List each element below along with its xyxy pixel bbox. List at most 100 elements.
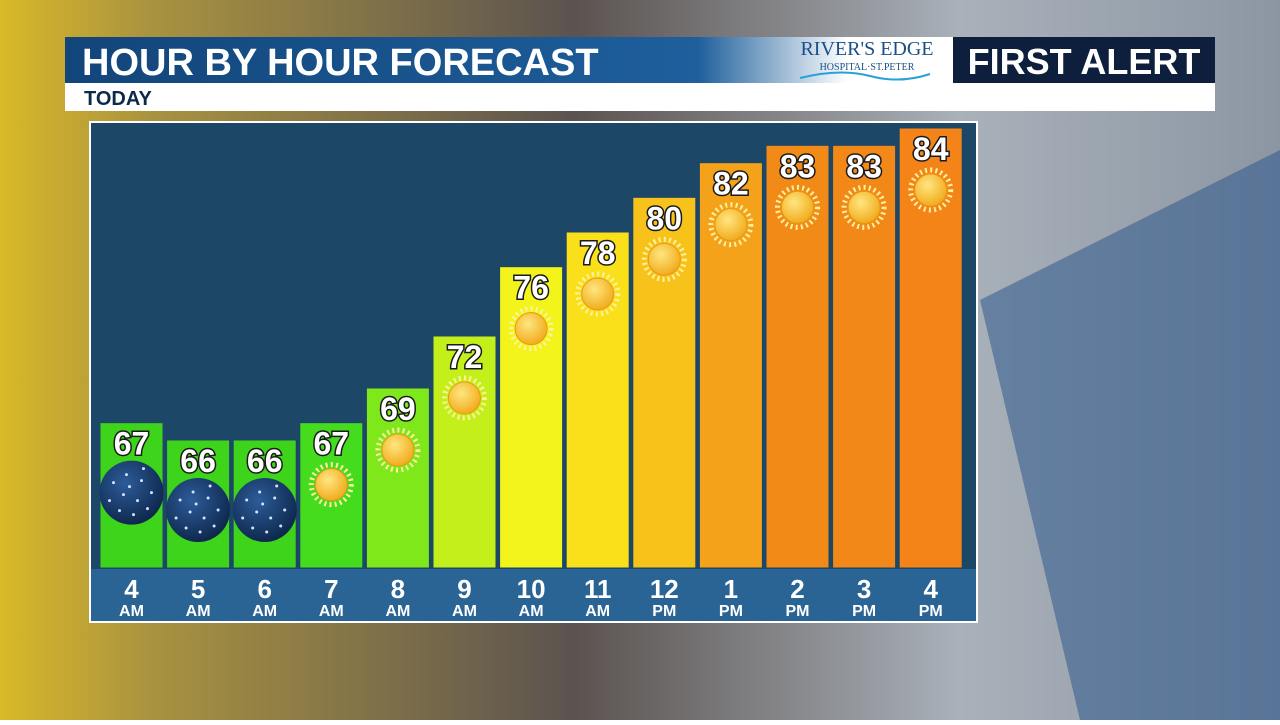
sun-rays <box>708 202 754 248</box>
value-label: 67 <box>314 426 350 462</box>
label-strip <box>91 569 976 621</box>
value-label: 84 <box>913 131 949 167</box>
sponsor-sub: HOSPITAL·ST.PETER <box>820 62 915 73</box>
x-tick-label: 5 <box>191 574 205 604</box>
bar <box>365 387 430 569</box>
star <box>283 508 287 512</box>
night-icon <box>232 478 297 542</box>
value-label: 69 <box>380 391 416 427</box>
bar <box>432 335 497 569</box>
star <box>191 490 195 494</box>
star <box>216 508 220 512</box>
sun-rays <box>841 184 887 230</box>
sun-rays <box>775 184 820 230</box>
sun-icon <box>448 381 481 415</box>
star <box>125 473 128 477</box>
sun-rays <box>908 167 954 213</box>
star <box>198 530 202 534</box>
star <box>136 499 139 503</box>
subtitle: TODAY <box>84 88 152 110</box>
x-tick-label: 6 <box>257 574 271 604</box>
star <box>255 510 259 514</box>
value-label: 82 <box>713 166 749 202</box>
sun-icon <box>914 173 948 207</box>
x-tick-label: 4 <box>923 574 938 604</box>
x-tick-period: PM <box>919 603 943 620</box>
night-icon <box>99 460 164 525</box>
x-tick-period: AM <box>585 603 610 620</box>
star <box>208 484 212 488</box>
sun-icon <box>514 312 548 346</box>
star <box>194 502 198 506</box>
title: HOUR BY HOUR FORECAST <box>82 42 599 84</box>
star <box>142 467 145 471</box>
background-shape <box>980 150 1280 720</box>
star <box>178 498 182 502</box>
sun-rays <box>575 271 621 317</box>
x-tick-period: PM <box>652 603 676 620</box>
star <box>150 491 153 495</box>
sun-icon <box>647 242 681 276</box>
sun-rays <box>442 375 487 421</box>
x-tick-period: AM <box>186 603 211 620</box>
sun-rays <box>308 462 354 508</box>
star <box>212 524 216 528</box>
star <box>251 526 255 530</box>
star <box>108 499 111 503</box>
sponsor: RIVER'S EDGE <box>800 38 933 60</box>
badge: FIRST ALERT <box>968 41 1201 82</box>
star <box>206 496 210 500</box>
star <box>188 510 192 514</box>
star <box>174 516 178 520</box>
star <box>128 485 131 489</box>
star <box>279 524 283 528</box>
night-icon <box>166 478 231 542</box>
sun-icon <box>714 208 748 242</box>
star <box>245 498 249 502</box>
x-tick-label: 2 <box>790 574 804 604</box>
star <box>132 513 135 517</box>
x-tick-period: AM <box>119 603 144 620</box>
star <box>241 516 245 520</box>
star <box>269 516 273 520</box>
subtitle-bar <box>65 83 1215 111</box>
value-label: 83 <box>780 148 816 184</box>
x-tick-period: AM <box>452 603 477 620</box>
value-label: 72 <box>447 339 483 375</box>
star <box>112 481 115 485</box>
badge-bg <box>953 37 1215 83</box>
star <box>118 509 121 513</box>
sun-rays <box>641 236 687 282</box>
star <box>202 516 206 520</box>
sun-rays <box>375 427 421 473</box>
value-label: 80 <box>647 200 683 236</box>
sun-icon <box>581 277 615 311</box>
value-label: 78 <box>580 235 616 271</box>
x-tick-label: 1 <box>724 574 738 604</box>
sun-icon <box>381 433 415 467</box>
x-tick-label: 9 <box>457 574 471 604</box>
sun-icon <box>314 468 348 502</box>
x-tick-period: AM <box>319 603 344 620</box>
x-tick-period: AM <box>519 603 544 620</box>
x-tick-period: PM <box>719 603 743 620</box>
value-label: 66 <box>180 443 216 479</box>
x-tick-label: 7 <box>324 574 338 604</box>
value-label: 83 <box>846 148 882 184</box>
x-tick-period: PM <box>852 603 876 620</box>
sun-rays <box>508 306 554 352</box>
star <box>258 490 262 494</box>
bars: 674AM665AM666AM677AM698AM729AM7610AM7811… <box>99 127 963 620</box>
star <box>122 493 125 497</box>
star <box>146 507 149 511</box>
star <box>275 484 279 488</box>
value-label: 76 <box>513 270 549 306</box>
star <box>184 526 188 530</box>
x-tick-label: 11 <box>584 574 612 604</box>
bar <box>499 266 564 569</box>
star <box>261 502 265 506</box>
x-tick-label: 8 <box>391 574 405 604</box>
x-tick-period: AM <box>252 603 277 620</box>
